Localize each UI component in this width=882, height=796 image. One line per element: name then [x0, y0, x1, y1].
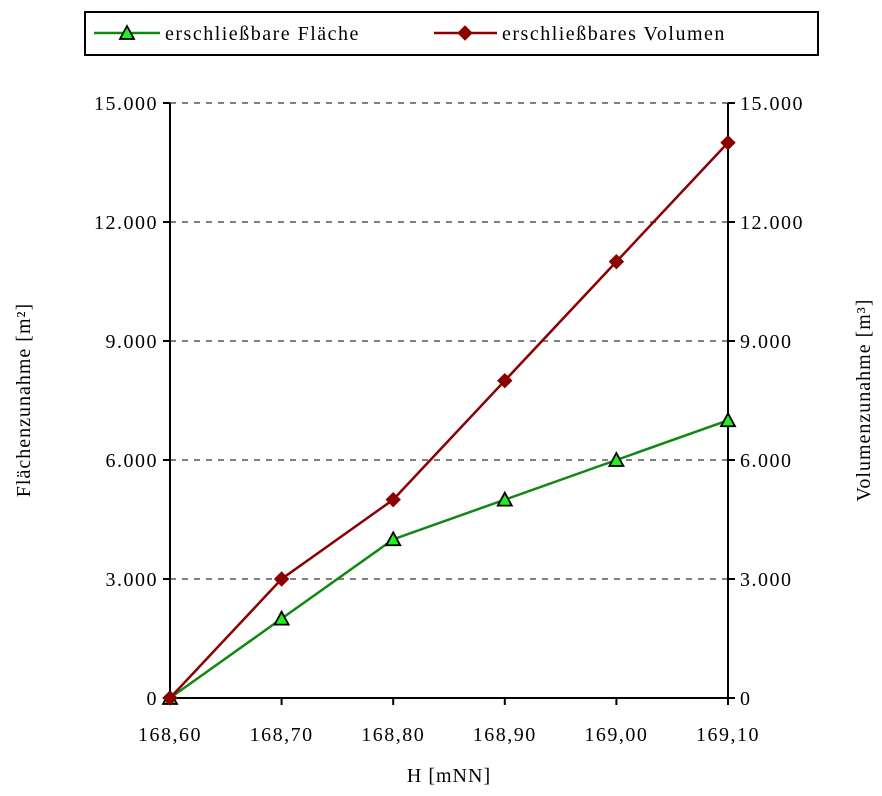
left-y-tick-label: 9.000 [106, 331, 159, 353]
right-y-tick-label: 9.000 [740, 331, 793, 353]
x-tick-label: 168,90 [473, 724, 537, 746]
left-axis-title: Flächenzunahme [m²] [13, 303, 35, 497]
left-y-tick-label: 0 [147, 688, 159, 710]
series-line-volumen [169, 141, 729, 699]
legend-label: erschließbare Fläche [165, 23, 360, 45]
right-y-tick-label: 15.000 [740, 93, 804, 115]
right-y-tick-label: 12.000 [740, 212, 804, 234]
data-point-flaeche [384, 530, 402, 547]
right-y-tick-label: 6.000 [740, 450, 793, 472]
left-y-tick-label: 6.000 [106, 450, 159, 472]
right-y-tick-label: 0 [740, 688, 752, 710]
right-axis-title: Volumenzunahme [m³] [853, 299, 875, 502]
data-point-flaeche [496, 490, 514, 507]
x-tick-label: 168,70 [250, 724, 314, 746]
data-point-volumen [497, 372, 513, 389]
right-y-tick-label: 3.000 [740, 569, 793, 591]
data-point-flaeche [607, 451, 625, 467]
legend-items: erschließbare Fläche erschließbares Volum… [94, 23, 726, 45]
legend: erschließbare Fläche erschließbares Volum… [84, 11, 819, 56]
data-point-flaeche [719, 411, 737, 428]
x-tick-label: 169,00 [584, 724, 648, 746]
series [161, 134, 737, 706]
legend-marker [118, 24, 136, 40]
x-tick-label: 169,10 [696, 724, 760, 746]
x-axis-title: H [mNN] [407, 765, 491, 787]
axes [163, 102, 735, 705]
data-point-volumen [608, 253, 625, 270]
data-point-flaeche [273, 609, 291, 626]
left-y-tick-label: 12.000 [94, 212, 158, 234]
left-y-tick-label: 3.000 [106, 569, 159, 591]
legend-marker [457, 25, 473, 41]
data-point-volumen [273, 571, 290, 587]
series-line-flaeche [169, 419, 729, 700]
data-point-volumen [162, 690, 178, 706]
tick-labels: 0 0 3.000 3.000 6.000 6.000 9.000 9.000 12.000 12… [94, 93, 804, 746]
x-tick-label: 168,80 [361, 724, 425, 746]
data-point-volumen [385, 491, 401, 508]
x-tick-label: 168,60 [138, 724, 202, 746]
grid [170, 102, 728, 580]
left-y-tick-label: 15.000 [94, 93, 158, 115]
data-point-volumen [720, 134, 736, 151]
legend-label: erschließbares Volumen [502, 23, 726, 45]
